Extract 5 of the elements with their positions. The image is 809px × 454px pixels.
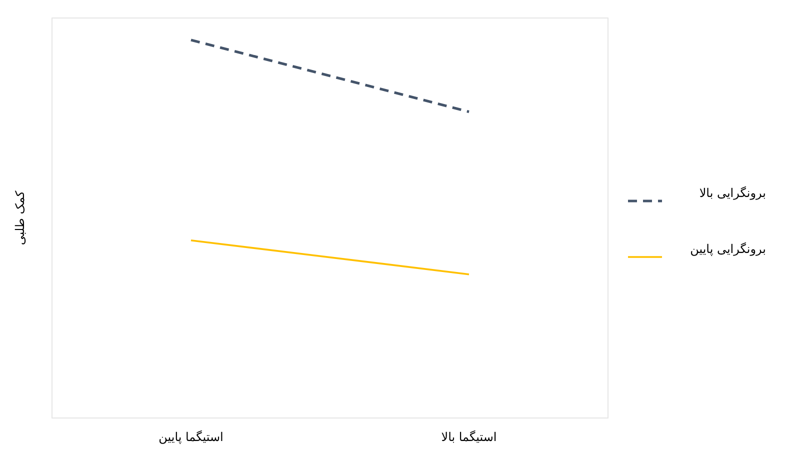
legend-label: برونگرایی پایین: [690, 242, 766, 256]
x-tick-label: استیگما بالا: [441, 430, 497, 444]
legend: برونگرایی بالا برونگرایی پایین: [628, 186, 766, 258]
y-axis-title: کمک طلبی: [13, 190, 27, 246]
x-tick-label: استیگما پایین: [158, 430, 224, 444]
